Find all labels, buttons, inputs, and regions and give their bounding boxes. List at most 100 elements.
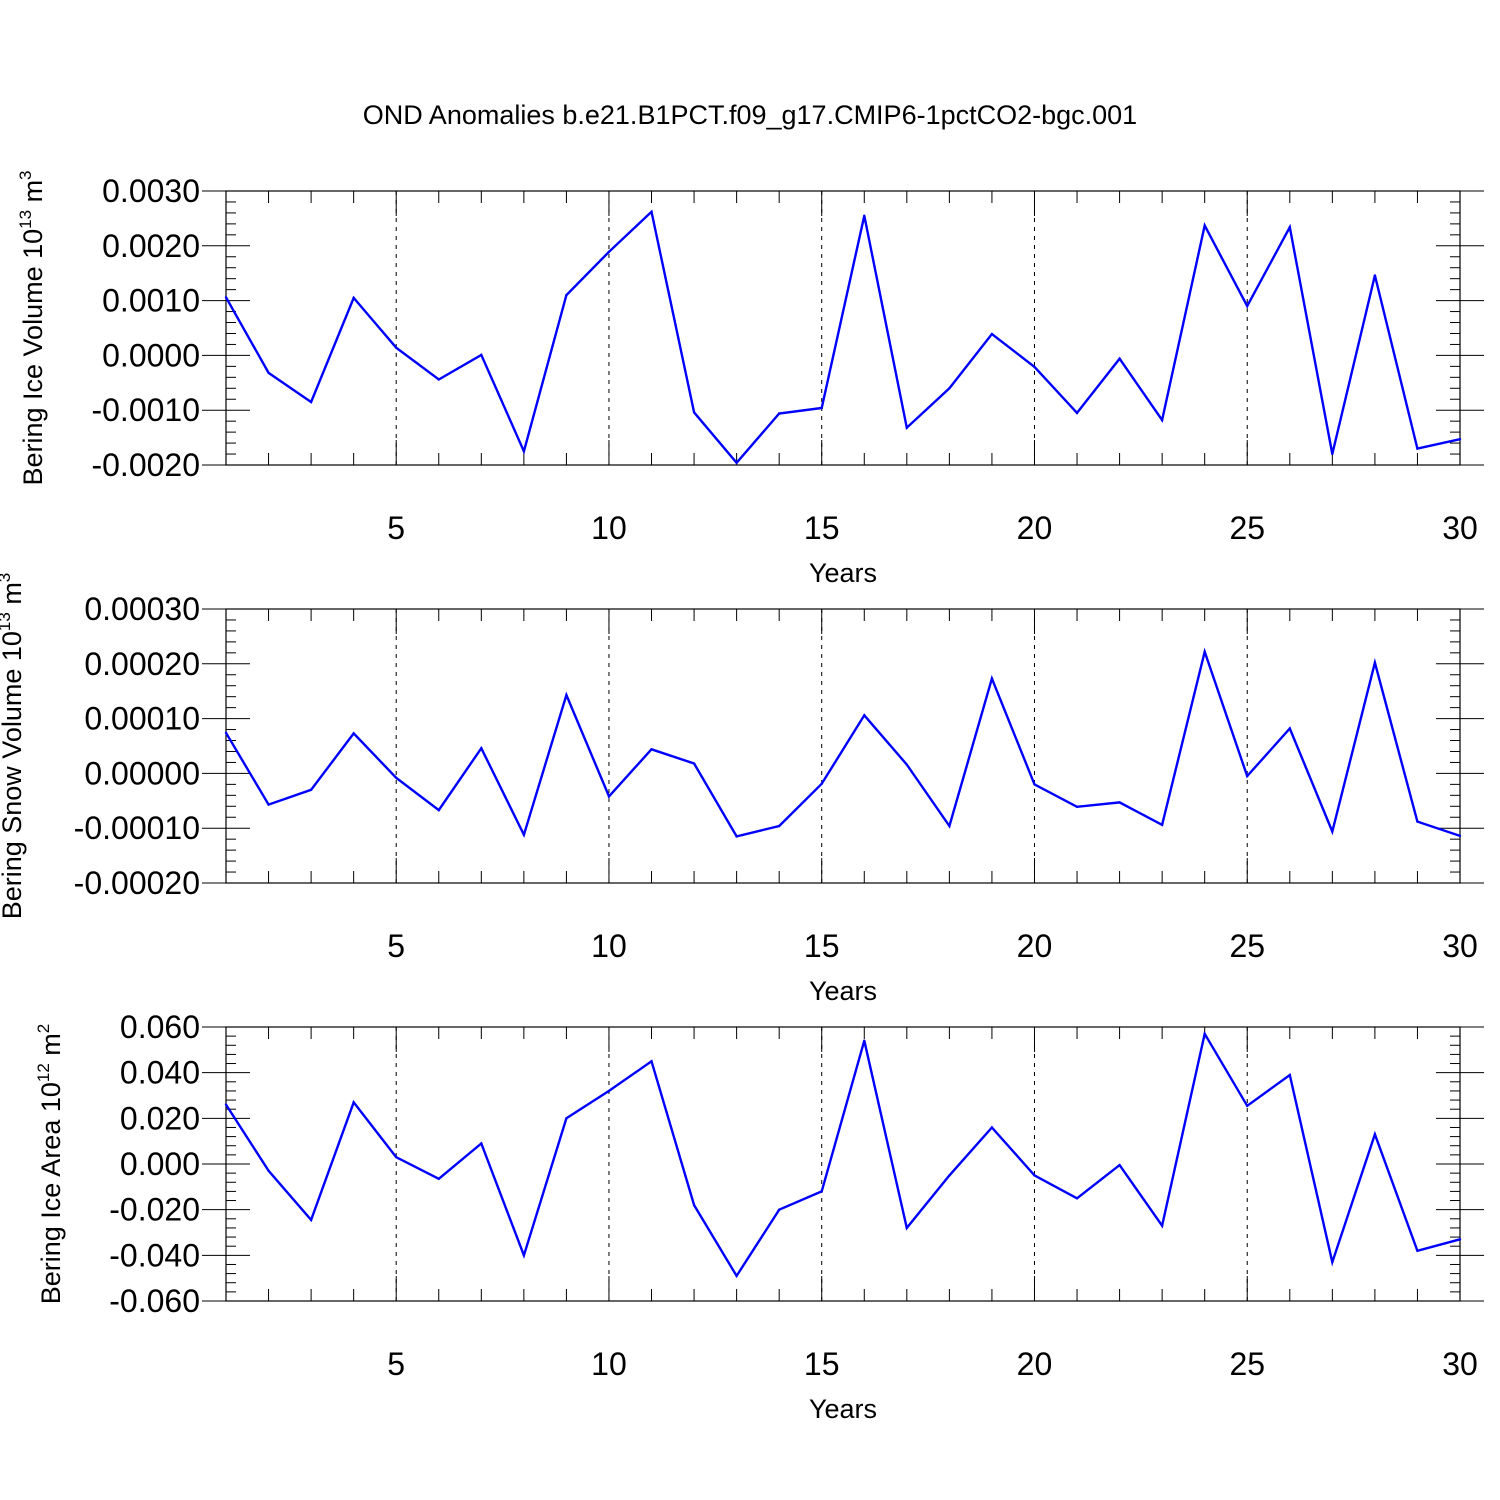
data-point xyxy=(480,1142,483,1145)
panel-3: -0.060 -0.040 -0.020 0.000 0.020 0.040 0.060 5 1… xyxy=(34,1009,1484,1424)
y-tick-label: -0.0010 xyxy=(91,392,200,428)
data-point xyxy=(1458,1238,1462,1241)
data-point xyxy=(1373,1133,1377,1136)
x-tick-label: 15 xyxy=(804,1346,840,1382)
data-point xyxy=(267,371,270,375)
data-point xyxy=(948,824,951,828)
x-tick-label: 20 xyxy=(1017,1346,1053,1382)
y-tick-label: -0.00010 xyxy=(74,810,200,846)
data-point xyxy=(352,732,355,735)
x-tick-label: 20 xyxy=(1017,928,1053,964)
data-point xyxy=(522,450,526,453)
data-point xyxy=(1331,1260,1334,1264)
data-point xyxy=(395,1155,398,1159)
data-point xyxy=(1458,834,1462,838)
y-tick-label: -0.0020 xyxy=(91,447,200,483)
data-point xyxy=(990,677,994,680)
y-tick-label: -0.040 xyxy=(109,1237,200,1273)
y-tick-label: 0.00000 xyxy=(84,755,200,791)
data-point xyxy=(650,210,653,214)
data-point xyxy=(480,353,483,357)
series-line xyxy=(224,209,1461,465)
data-point xyxy=(607,250,611,254)
x-tick-label: 10 xyxy=(591,1346,627,1382)
data-point xyxy=(692,411,696,414)
data-point xyxy=(309,400,313,404)
data-point xyxy=(1246,774,1249,778)
y-tick-label: 0.0030 xyxy=(102,173,200,209)
y-axis-label: Bering Ice Volume 1013 m3 xyxy=(16,170,48,485)
data-point xyxy=(1416,1249,1419,1252)
data-point xyxy=(777,824,781,828)
data-point xyxy=(565,293,568,297)
data-point xyxy=(1373,274,1377,277)
x-tick-label: 25 xyxy=(1229,928,1265,964)
data-point xyxy=(1203,1032,1206,1036)
data-point xyxy=(777,1208,781,1211)
data-point xyxy=(1033,365,1036,369)
data-point xyxy=(224,296,228,299)
x-tick-label: 5 xyxy=(387,1346,405,1382)
data-point xyxy=(607,1089,611,1093)
data-point xyxy=(1118,801,1121,804)
data-point xyxy=(905,426,909,429)
y-tick-label: 0.040 xyxy=(120,1055,200,1091)
x-tick-label: 15 xyxy=(804,510,840,546)
data-point xyxy=(565,693,568,697)
data-point xyxy=(650,748,653,751)
data-point xyxy=(309,1218,313,1222)
x-axis-label: Years xyxy=(809,976,877,1006)
x-tick-label: 20 xyxy=(1017,510,1053,546)
data-point xyxy=(990,332,994,336)
data-point xyxy=(1203,650,1206,653)
x-tick-label: 10 xyxy=(591,928,627,964)
data-point xyxy=(692,1203,696,1207)
x-tick-label: 25 xyxy=(1229,510,1265,546)
x-tick-label: 30 xyxy=(1442,928,1478,964)
plot-frame xyxy=(225,190,1461,466)
x-tick-label: 15 xyxy=(804,928,840,964)
data-point xyxy=(267,803,270,806)
data-point xyxy=(1118,1163,1121,1167)
data-point xyxy=(948,1174,951,1177)
data-point xyxy=(905,763,909,766)
data-point xyxy=(1160,418,1164,422)
data-point xyxy=(395,776,398,779)
y-tick-label: -0.060 xyxy=(109,1283,200,1319)
y-tick-label: -0.020 xyxy=(109,1192,200,1228)
x-tick-label: 5 xyxy=(387,510,405,546)
plot-frame xyxy=(225,608,1461,884)
y-tick-label: 0.020 xyxy=(120,1100,200,1136)
data-point xyxy=(1416,820,1419,823)
y-tick-label: 0.000 xyxy=(120,1146,200,1182)
y-tick-label: 0.00020 xyxy=(84,646,200,682)
data-point xyxy=(395,346,398,349)
data-point xyxy=(1246,1104,1249,1107)
data-point xyxy=(735,1274,738,1278)
x-tick-label: 10 xyxy=(591,510,627,546)
data-point xyxy=(820,782,823,786)
data-point xyxy=(480,746,483,750)
y-tick-label: 0.060 xyxy=(120,1009,200,1045)
data-point xyxy=(522,833,526,836)
data-point xyxy=(437,378,440,381)
data-point xyxy=(1246,304,1249,308)
data-point xyxy=(820,406,823,410)
y-axis-label: Bering Ice Area 1012 m2 xyxy=(34,1024,66,1305)
chart-title: OND Anomalies b.e21.B1PCT.f09_g17.CMIP6-… xyxy=(362,100,1138,130)
data-point xyxy=(1416,447,1419,450)
x-axis-label: Years xyxy=(809,558,877,588)
data-point xyxy=(224,731,228,735)
data-point xyxy=(1075,411,1079,415)
series-line xyxy=(224,647,1461,839)
data-point xyxy=(735,461,738,465)
data-point xyxy=(352,296,355,300)
data-point xyxy=(224,1103,228,1106)
data-point xyxy=(990,1126,994,1129)
data-point xyxy=(309,788,313,792)
data-point xyxy=(735,835,738,838)
panel-1: -0.0020 -0.0010 0.0000 0.0010 0.0020 0.0030 5 1… xyxy=(16,170,1484,588)
data-point xyxy=(267,1169,270,1173)
series-line xyxy=(224,1030,1461,1279)
